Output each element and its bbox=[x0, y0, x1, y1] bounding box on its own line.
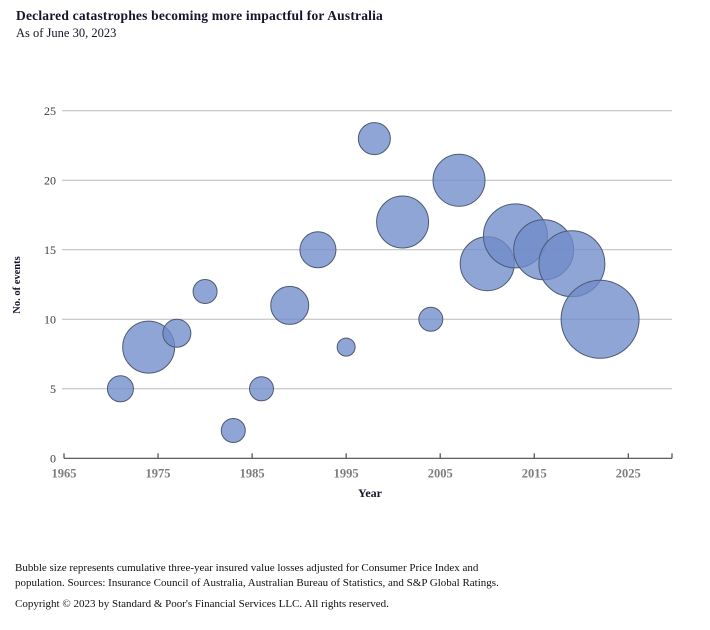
y-tick-label-25: 25 bbox=[44, 104, 56, 118]
y-axis-title: No. of events bbox=[12, 256, 23, 313]
copyright-line: Copyright © 2023 by Standard & Poor's Fi… bbox=[15, 598, 389, 610]
y-tick-label-15: 15 bbox=[44, 243, 56, 257]
y-tick-label-20: 20 bbox=[44, 173, 56, 187]
x-tick-label-1965: 1965 bbox=[52, 466, 77, 480]
x-tick-label-2025: 2025 bbox=[616, 466, 641, 480]
footnote: Bubble size represents cumulative three-… bbox=[15, 561, 695, 611]
x-tick-label-2015: 2015 bbox=[522, 466, 547, 480]
bubble-1989 bbox=[270, 285, 310, 325]
bubble-1980 bbox=[192, 279, 218, 304]
x-tick-label-1975: 1975 bbox=[146, 466, 171, 480]
footnote-line-2: population. Sources: Insurance Council o… bbox=[15, 576, 499, 589]
y-tick-label-5: 5 bbox=[50, 382, 56, 396]
bubble-1971 bbox=[106, 375, 134, 403]
bubble-2004 bbox=[418, 306, 444, 332]
bubble-1986 bbox=[249, 376, 275, 402]
bubble-1992 bbox=[299, 231, 337, 269]
y-tick-label-0: 0 bbox=[50, 451, 56, 465]
bubble-2001 bbox=[376, 195, 430, 249]
footnote-line-1: Bubble size represents cumulative three-… bbox=[15, 562, 479, 574]
x-tick-label-2005: 2005 bbox=[428, 466, 453, 480]
bubble-chart: 0 5 10 15 20 25 1965 1975 1985 1995 2005 2015 2025 Ye… bbox=[12, 104, 673, 500]
bubble-1983 bbox=[220, 418, 246, 443]
x-tick-label-1985: 1985 bbox=[240, 466, 265, 480]
chart-title: Declared catastrophes becoming more impa… bbox=[16, 8, 384, 23]
x-axis-title: Year bbox=[358, 486, 383, 500]
x-tick-label-1995: 1995 bbox=[334, 466, 359, 480]
bubble-2022 bbox=[560, 279, 640, 359]
y-tick-label-10: 10 bbox=[44, 312, 56, 326]
bubble-1995 bbox=[336, 337, 356, 357]
bubble-1998 bbox=[357, 122, 391, 156]
bubble-1977 bbox=[162, 318, 192, 348]
bubble-2007 bbox=[432, 153, 486, 207]
chart-subtitle: As of June 30, 2023 bbox=[16, 26, 117, 40]
